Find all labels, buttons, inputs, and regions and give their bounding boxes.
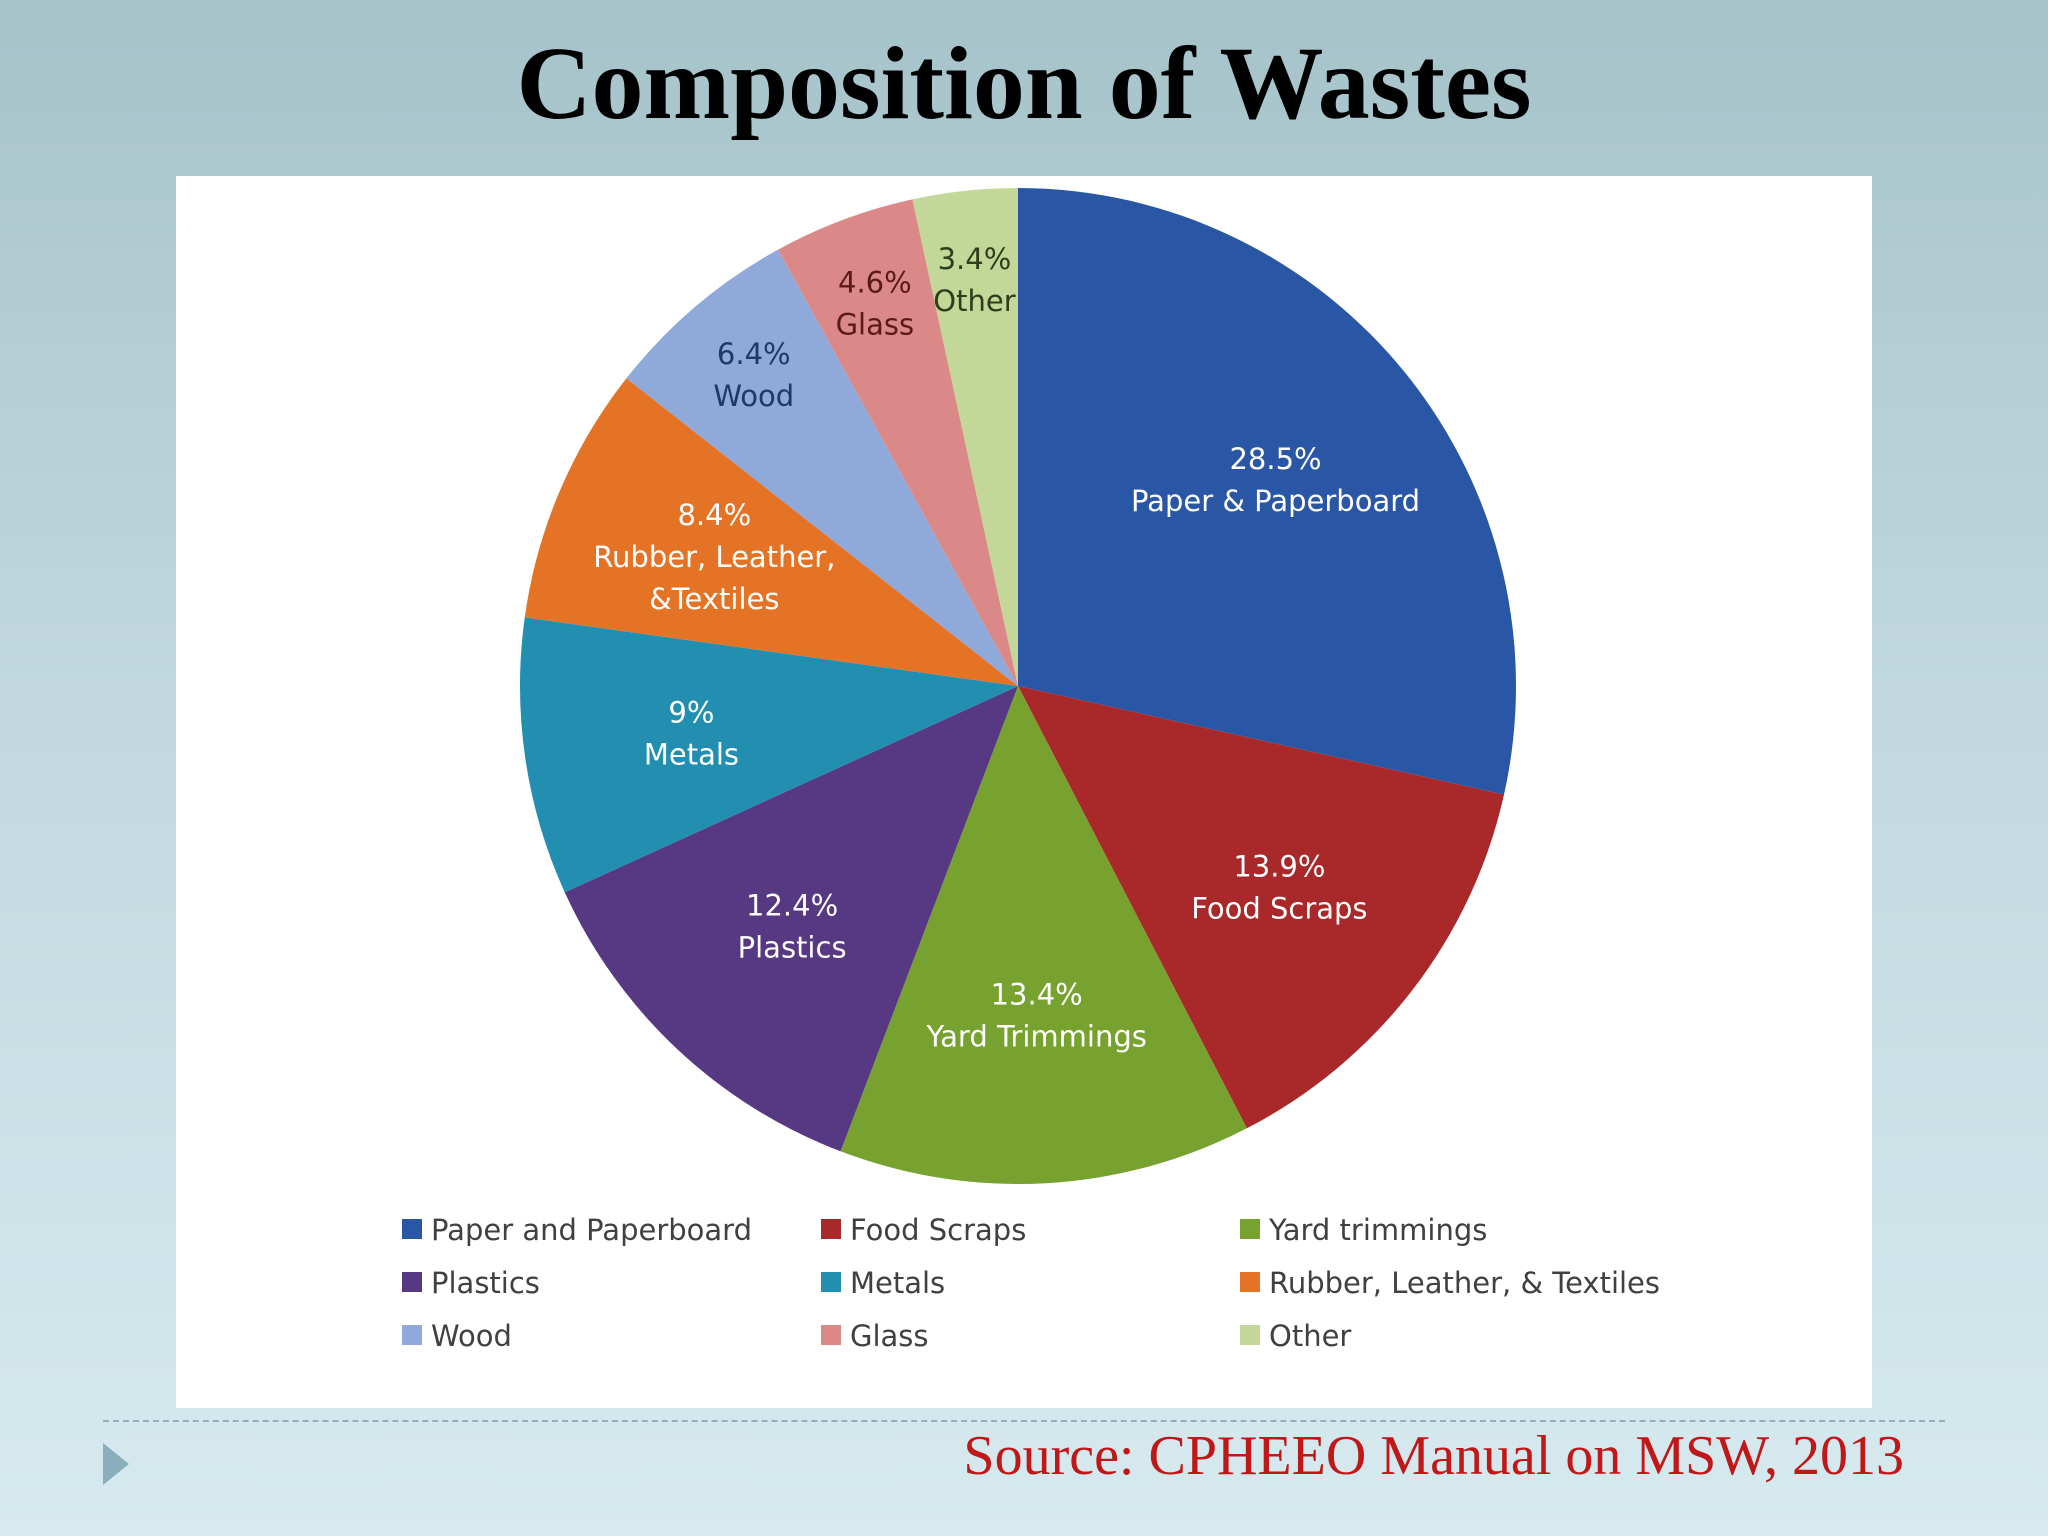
legend-label: Paper and Paperboard xyxy=(431,1213,752,1247)
legend-label: Wood xyxy=(431,1319,512,1353)
footer-divider xyxy=(103,1420,1945,1422)
pie-slice-wood xyxy=(626,249,1018,686)
slice-value-label: 6.4% xyxy=(717,337,791,371)
pie-slice-glass xyxy=(778,199,1018,686)
slice-name-label: Glass xyxy=(836,308,915,342)
slice-name-label: Yard Trimmings xyxy=(925,1020,1146,1054)
pie-slices xyxy=(519,188,1516,1184)
pie-slice-plastics xyxy=(564,686,1018,1152)
pie-slice-paper-and-paperboard xyxy=(1018,188,1516,795)
legend-label: Food Scraps xyxy=(850,1213,1026,1247)
chart-panel: 28.5% Paper & Paperboard 13.9% Food Scraps 1… xyxy=(176,176,1872,1408)
legend-item-paper-and-paperboard: Paper and Paperboard xyxy=(402,1213,752,1247)
legend-label: Yard trimmings xyxy=(1268,1213,1487,1247)
source-note: Source: CPHEEO Manual on MSW, 2013 xyxy=(963,1425,1904,1487)
slide-nav-arrow-icon[interactable] xyxy=(103,1443,129,1485)
legend-label: Plastics xyxy=(431,1266,540,1300)
slice-value-label: 3.4% xyxy=(938,242,1012,276)
legend-label: Metals xyxy=(850,1266,945,1300)
chart-legend: Paper and Paperboard Food Scraps Yard trim… xyxy=(402,1213,1660,1353)
legend-swatch xyxy=(1240,1272,1260,1292)
legend-swatch xyxy=(1240,1219,1260,1239)
slice-value-label: 9% xyxy=(668,696,714,730)
legend-item-rubber-leather-textiles: Rubber, Leather, & Textiles xyxy=(1240,1266,1660,1300)
slice-name-label: Paper & Paperboard xyxy=(1131,484,1420,518)
legend-item-metals: Metals xyxy=(821,1266,945,1300)
legend-item-wood: Wood xyxy=(402,1319,512,1353)
slice-name-label: Other xyxy=(933,284,1015,318)
legend-swatch xyxy=(821,1219,841,1239)
legend-swatch xyxy=(821,1325,841,1345)
legend-swatch xyxy=(402,1219,422,1239)
slice-value-label: 4.6% xyxy=(838,266,912,300)
slice-name-label: Plastics xyxy=(738,931,847,965)
legend-swatch xyxy=(402,1272,422,1292)
legend-swatch xyxy=(402,1325,422,1345)
legend-item-yard-trimmings: Yard trimmings xyxy=(1240,1213,1487,1247)
slice-name-label: Rubber, Leather, xyxy=(593,540,835,574)
pie-slice-yard-trimmings xyxy=(840,686,1247,1184)
slice-value-label: 13.4% xyxy=(991,978,1083,1012)
slice-name-label: &Textiles xyxy=(649,582,779,616)
slice-labels: 28.5% Paper & Paperboard 13.9% Food Scraps 1… xyxy=(593,242,1420,1054)
legend-swatch xyxy=(821,1272,841,1292)
pie-chart: 28.5% Paper & Paperboard 13.9% Food Scraps 1… xyxy=(402,188,1660,1353)
slice-name-label: Wood xyxy=(713,379,794,413)
slice-value-label: 28.5% xyxy=(1229,442,1321,476)
legend-label: Rubber, Leather, & Textiles xyxy=(1269,1266,1660,1300)
legend-item-glass: Glass xyxy=(821,1319,929,1353)
slice-value-label: 8.4% xyxy=(677,498,751,532)
legend-item-other: Other xyxy=(1240,1319,1351,1353)
slice-value-label: 12.4% xyxy=(746,889,838,923)
slide-title: Composition of Wastes xyxy=(516,26,1532,141)
legend-swatch xyxy=(1240,1325,1260,1345)
legend-item-plastics: Plastics xyxy=(402,1266,540,1300)
legend-label: Glass xyxy=(850,1319,929,1353)
legend-label: Other xyxy=(1269,1319,1351,1353)
pie-slice-metals xyxy=(519,617,1018,893)
pie-slice-rubber-leather-textiles xyxy=(524,378,1018,686)
pie-slice-other xyxy=(912,188,1018,686)
slice-name-label: Food Scraps xyxy=(1191,892,1367,926)
slice-value-label: 13.9% xyxy=(1233,850,1325,884)
slice-name-label: Metals xyxy=(644,738,739,772)
pie-slice-food-scraps xyxy=(1018,686,1505,1129)
legend-item-food-scraps: Food Scraps xyxy=(821,1213,1026,1247)
